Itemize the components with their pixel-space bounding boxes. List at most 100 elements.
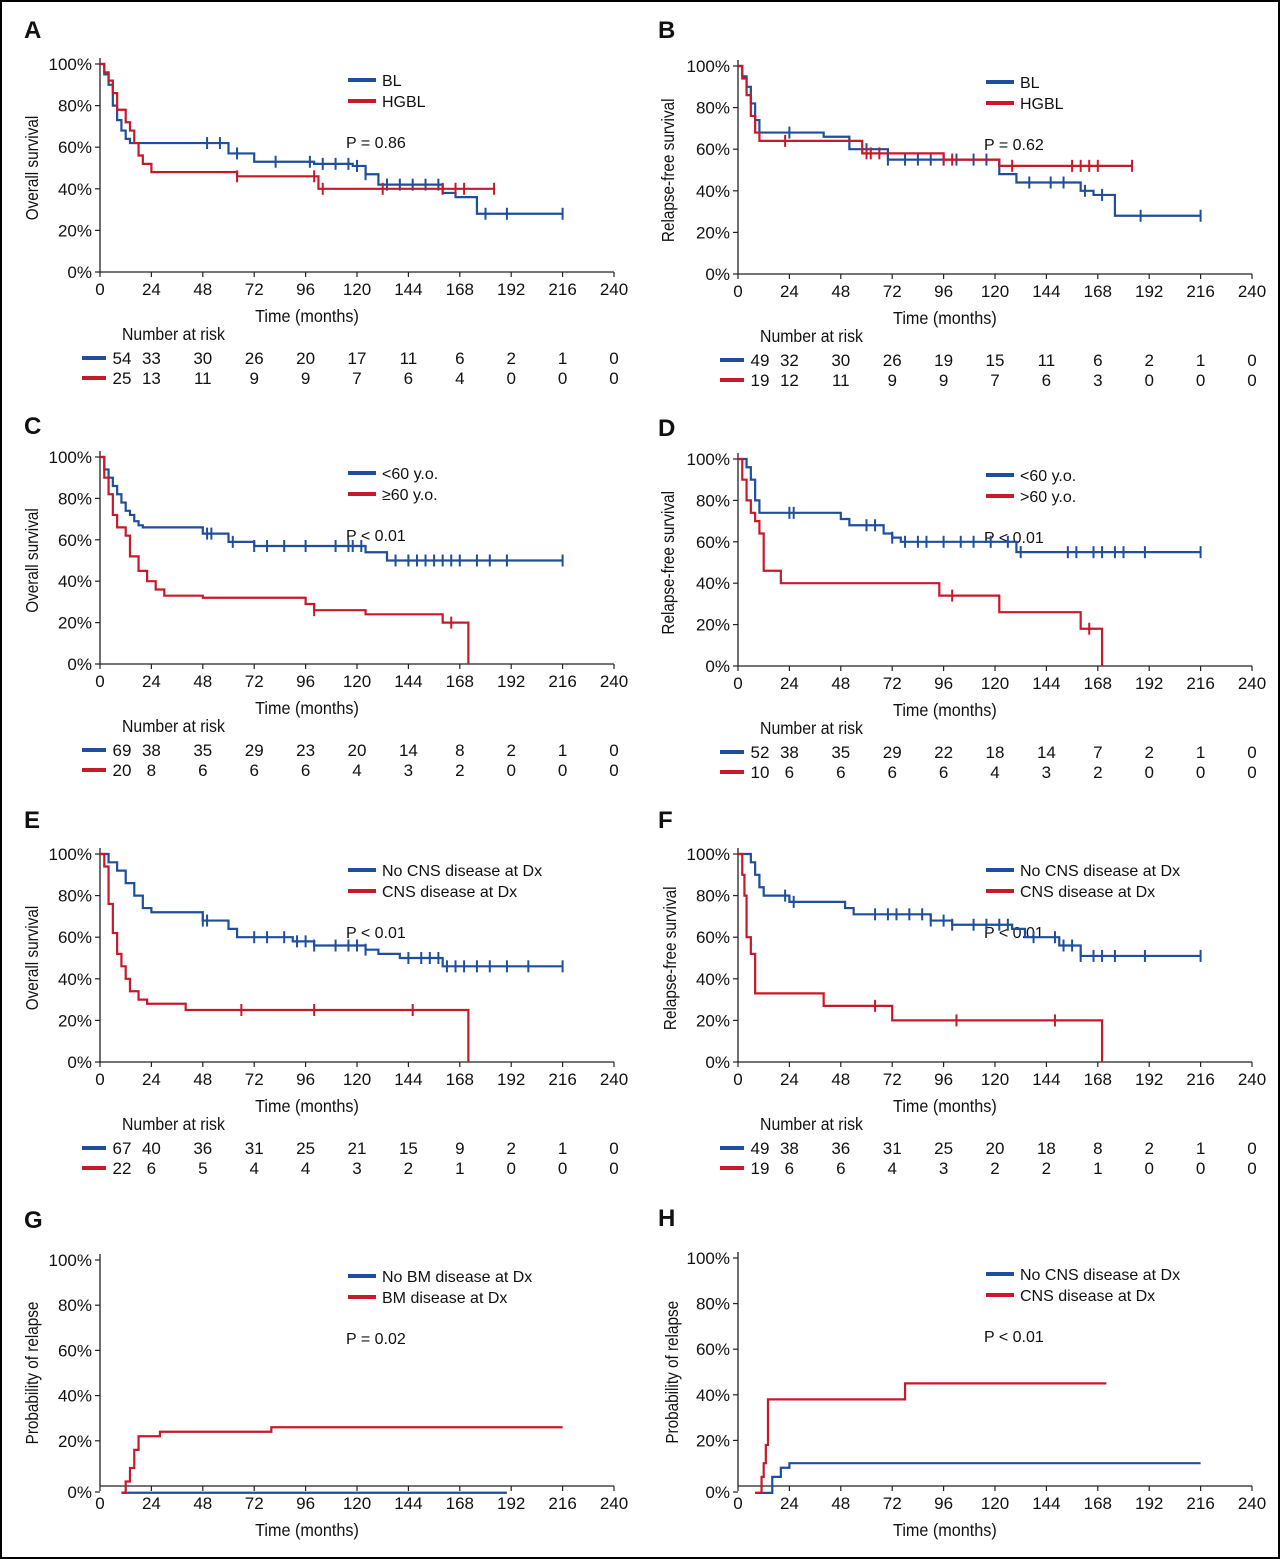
x-tick-label: 192 (497, 280, 525, 299)
y-tick-label: 60% (58, 1341, 92, 1360)
risk-count: 35 (193, 741, 212, 760)
p-value: P < 0.01 (984, 530, 1044, 547)
series-line-blue (755, 1462, 1201, 1494)
risk-count: 26 (245, 349, 264, 368)
risk-count: 9 (301, 369, 310, 388)
x-tick-label: 216 (1186, 1070, 1214, 1089)
risk-count: 18 (986, 743, 1005, 762)
y-tick-label: 40% (696, 574, 730, 593)
x-tick-label: 240 (600, 672, 628, 691)
risk-count: 36 (831, 1139, 850, 1158)
y-tick-label: 80% (58, 97, 92, 116)
risk-count: 2 (990, 1159, 999, 1178)
risk-count: 1 (1196, 1139, 1205, 1158)
y-tick-label: 0% (67, 1053, 92, 1072)
y-tick-label: 80% (58, 489, 92, 508)
x-tick-label: 240 (600, 280, 628, 299)
x-tick-label: 72 (245, 672, 264, 691)
risk-count: 20 (296, 349, 315, 368)
risk-count: 0 (506, 369, 515, 388)
x-tick-label: 192 (497, 672, 525, 691)
x-tick-label: 168 (1084, 282, 1112, 301)
x-tick-label: 24 (780, 1070, 799, 1089)
legend-label: BL (1020, 75, 1040, 92)
x-tick-label: 168 (1084, 1070, 1112, 1089)
risk-count: 5 (198, 1159, 207, 1178)
legend-label: HGBL (1020, 96, 1064, 113)
series-line-blue (738, 457, 1201, 554)
risk-count: 0 (558, 1159, 567, 1178)
risk-count: 1 (558, 349, 567, 368)
y-tick-label: 40% (58, 180, 92, 199)
x-tick-label: 144 (394, 280, 422, 299)
y-tick-label: 80% (696, 1295, 730, 1314)
series-line-red (100, 455, 470, 664)
risk-count: 1 (558, 1139, 567, 1158)
x-tick-label: 192 (497, 1070, 525, 1089)
risk-count: 32 (780, 351, 799, 370)
risk-count: 30 (831, 351, 850, 370)
y-axis-label: Overall survival (22, 906, 42, 1010)
legend-label: HGBL (382, 94, 426, 111)
x-tick-label: 216 (1186, 1494, 1214, 1513)
series-line-blue (100, 852, 563, 968)
x-tick-label: 168 (446, 1070, 474, 1089)
risk-count: 6 (887, 763, 896, 782)
y-tick-label: 60% (58, 138, 92, 157)
y-axis-label: Relapse-free survival (658, 98, 678, 242)
risk-count: 6 (147, 1159, 156, 1178)
panel-letter: C (24, 413, 41, 440)
risk-count: 31 (245, 1139, 264, 1158)
risk-count: 0 (1247, 763, 1256, 782)
y-tick-label: 100% (687, 57, 730, 76)
panel-letter: A (24, 17, 41, 44)
y-tick-label: 80% (696, 491, 730, 510)
risk-count: 0 (1247, 743, 1256, 762)
panel-a: A0%20%40%60%80%100%0 24 48 72 96 120 144 168 192… (22, 17, 628, 388)
panel-h: H 0% 20% 40% 60% 80% 100% 0 24 48 72 96 120 144 168 192… (658, 1205, 1266, 1540)
x-tick-label: 0 (733, 1070, 742, 1089)
risk-count: 6 (198, 761, 207, 780)
risk-count: 6 (455, 349, 464, 368)
y-tick-label: 0% (67, 655, 92, 674)
risk-count: 0 (558, 369, 567, 388)
x-tick-label: 72 (883, 1070, 902, 1089)
x-tick-label: 240 (1238, 282, 1266, 301)
series-line-blue (100, 455, 563, 562)
series-line-red (121, 1426, 563, 1494)
series-line-blue (738, 852, 1201, 958)
risk-count: 30 (193, 349, 212, 368)
legend-label: No CNS disease at Dx (1020, 1267, 1180, 1284)
risk-count: 25 (113, 369, 132, 388)
y-tick-label: 40% (696, 1386, 730, 1405)
risk-count: 6 (301, 761, 310, 780)
y-tick-label: 0% (705, 657, 730, 676)
y-tick-label: 100% (687, 1249, 730, 1268)
x-tick-label: 120 (343, 1070, 371, 1089)
panel-letter: E (24, 807, 40, 834)
risk-count: 29 (883, 743, 902, 762)
y-axis-label: Probability of relapse (662, 1301, 682, 1444)
x-tick-label: 72 (245, 1070, 264, 1089)
x-axis-label: Time (months) (255, 306, 359, 326)
risk-count: 2 (1144, 743, 1153, 762)
x-tick-label: 216 (548, 1494, 576, 1513)
risk-count: 9 (939, 371, 948, 390)
x-tick-label: 240 (600, 1070, 628, 1089)
risk-count: 2 (404, 1159, 413, 1178)
x-tick-label: 72 (883, 282, 902, 301)
series-line-red (738, 457, 1104, 666)
y-tick-label: 100% (49, 845, 92, 864)
risk-count: 38 (780, 743, 799, 762)
x-tick-label: 168 (446, 1494, 474, 1513)
y-tick-label: 40% (696, 970, 730, 989)
risk-count: 0 (1247, 1159, 1256, 1178)
risk-count: 22 (113, 1159, 132, 1178)
legend-label: No CNS disease at Dx (1020, 863, 1180, 880)
risk-count: 3 (1093, 371, 1102, 390)
panel-c: C0%20%40%60%80%100%0 24 48 72 96 120 144 168 192… (22, 413, 628, 780)
y-tick-label: 100% (687, 450, 730, 469)
y-tick-label: 80% (58, 887, 92, 906)
x-tick-label: 144 (1032, 282, 1060, 301)
